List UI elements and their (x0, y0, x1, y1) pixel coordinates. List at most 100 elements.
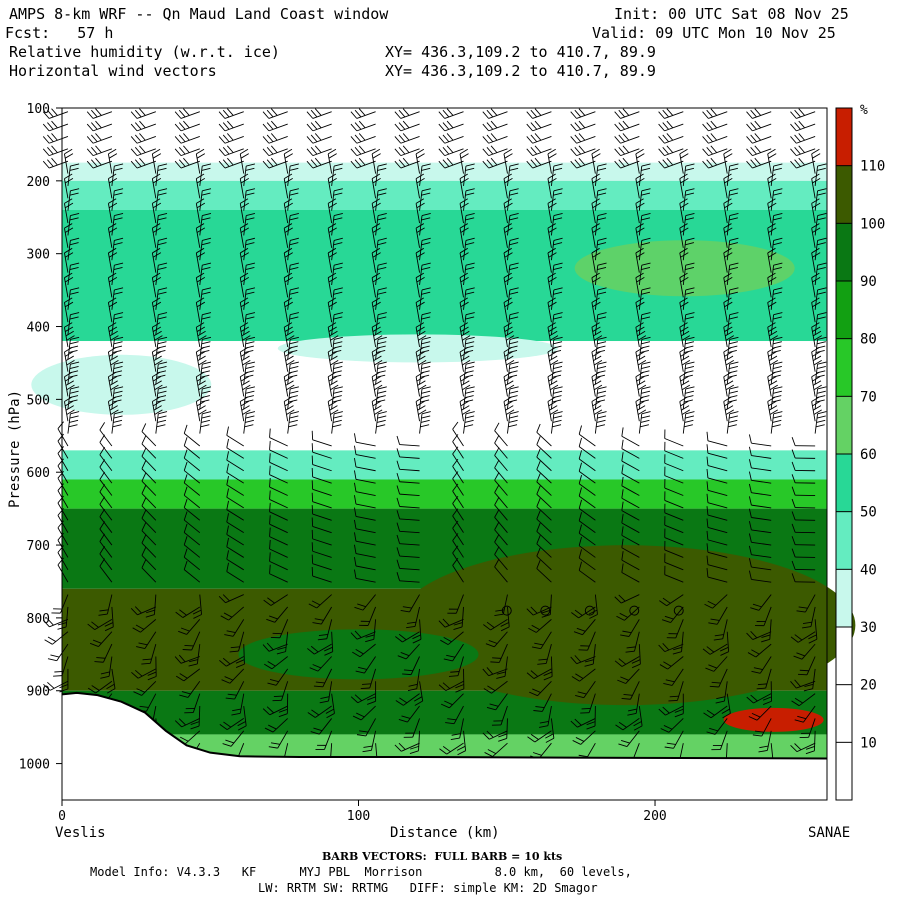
barb-feather (108, 177, 118, 184)
barb-feather (86, 160, 94, 169)
wind-barb (706, 431, 728, 447)
barb-feather (218, 111, 226, 119)
barb-feather (394, 160, 402, 169)
barb-shaft (399, 580, 420, 583)
barb-shaft (621, 460, 640, 472)
barb-shaft (628, 619, 640, 637)
barb-feather (69, 316, 79, 320)
wind-barb (354, 433, 376, 447)
barb-feather (794, 109, 801, 118)
barb-feather (767, 297, 776, 303)
wind-barb (283, 272, 293, 298)
wind-barb (503, 223, 513, 248)
barb-shaft (591, 376, 596, 397)
barb-shaft (583, 681, 596, 698)
barb-feather (64, 227, 74, 233)
barb-shaft (415, 302, 421, 323)
barb-feather (371, 223, 381, 229)
barb-shaft (621, 594, 640, 604)
barb-feather (333, 237, 343, 241)
wind-barb (633, 705, 643, 731)
wind-barb (396, 460, 420, 472)
barb-feather (158, 411, 168, 415)
wind-barb (57, 545, 69, 571)
wind-barb (536, 560, 552, 583)
barb-feather (246, 386, 256, 390)
wind-barb (276, 631, 289, 655)
barb-feather (679, 148, 688, 155)
wind-barb (664, 503, 684, 521)
barb-feather (134, 122, 142, 130)
barb-feather (64, 173, 73, 180)
barb-feather (748, 446, 752, 456)
barb-shaft (327, 252, 333, 273)
wind-barb (147, 656, 157, 681)
barb-feather (328, 376, 337, 382)
barb-feather (262, 136, 270, 144)
barb-feather (803, 688, 813, 692)
barb-feather (591, 396, 600, 402)
barb-feather (179, 673, 188, 679)
wind-barb (536, 510, 552, 533)
barb-shaft (550, 656, 553, 677)
wind-barb (455, 668, 465, 693)
barb-feather (328, 252, 337, 258)
wind-barb (706, 568, 728, 583)
wind-barb (746, 108, 772, 119)
barb-feather (416, 177, 425, 184)
barb-feather (152, 277, 162, 283)
barb-feather (402, 108, 410, 116)
barb-feather (548, 202, 557, 209)
colorbar-label: 70 (860, 389, 877, 405)
wind-barb (262, 705, 288, 716)
barb-shaft (269, 705, 288, 716)
barb-shaft (796, 160, 816, 169)
barb-feather (622, 133, 630, 141)
wind-barb (790, 145, 816, 157)
barb-shaft (621, 485, 640, 496)
barb-shaft (812, 668, 816, 689)
barb-feather (134, 109, 142, 118)
barb-feather (286, 360, 295, 366)
barb-feather (553, 386, 563, 390)
barb-feather (415, 247, 425, 254)
wind-barb (409, 730, 421, 754)
barb-feather (528, 627, 537, 633)
wind-barb (536, 498, 552, 521)
wind-barb (272, 681, 289, 702)
barb-shaft (591, 203, 596, 224)
barb-feather (311, 600, 321, 606)
barb-shaft (591, 351, 596, 372)
barb-feather (816, 217, 826, 221)
barb-feather (591, 347, 600, 353)
y-tick-label: 400 (27, 321, 50, 336)
wind-barb (396, 485, 420, 496)
barb-feather (547, 297, 556, 303)
barb-feather (715, 700, 725, 704)
barb-feather (421, 366, 431, 370)
wind-barb (702, 120, 728, 132)
barb-shaft (412, 718, 420, 738)
barb-feather (328, 301, 337, 308)
barb-feather (141, 534, 147, 544)
barb-feather (509, 366, 519, 370)
barb-feather (702, 648, 711, 655)
barb-shaft (226, 447, 244, 459)
barb-shaft (98, 631, 113, 647)
barb-feather (509, 287, 519, 291)
barb-feather (327, 198, 337, 204)
wind-barb (459, 371, 471, 397)
barb-shaft (355, 491, 376, 496)
wind-barb (723, 272, 733, 298)
barb-feather (108, 148, 117, 155)
barb-feather (548, 376, 557, 382)
wind-barb (94, 643, 113, 663)
barb-shaft (576, 148, 596, 157)
barb-feather (227, 108, 234, 116)
barb-feather (597, 312, 607, 316)
barb-feather (618, 122, 626, 130)
barb-feather (684, 374, 693, 378)
barb-shaft (547, 705, 552, 726)
barb-feather (725, 405, 734, 411)
barb-feather (283, 396, 293, 402)
